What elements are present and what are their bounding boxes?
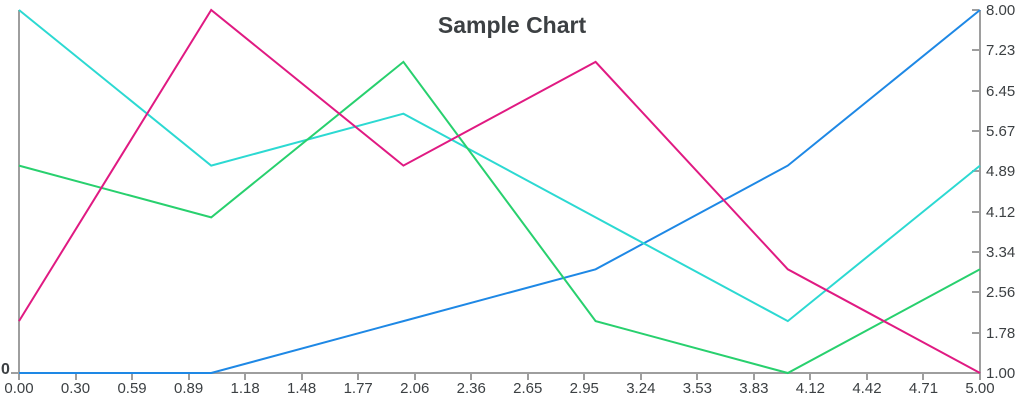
x-axis-tick-mark — [74, 374, 77, 380]
y-axis-tick-mark — [972, 372, 979, 374]
y-axis-tick-label: 8.00 — [986, 2, 1016, 19]
y-axis-tick-mark — [972, 89, 979, 92]
y-axis-tick-label: 6.45 — [986, 82, 1016, 100]
y-axis-left-tick — [11, 372, 18, 374]
x-axis-tick-label: 1.18 — [230, 380, 260, 397]
x-axis-tick-label: 5.00 — [965, 380, 995, 397]
x-axis-tick-mark — [131, 374, 134, 380]
x-axis-tick-mark — [300, 374, 303, 380]
y-axis-tick-mark — [972, 251, 979, 253]
chart-title: Sample Chart — [437, 12, 587, 38]
x-axis-tick-mark — [526, 374, 529, 380]
series-pink-line — [18, 8, 981, 374]
x-axis-tick-mark — [922, 374, 925, 380]
y-axis-tick-label: 7.23 — [986, 42, 1016, 60]
x-axis-tick-mark — [583, 374, 586, 380]
y-axis-tick-mark — [972, 291, 979, 294]
y-axis-tick-mark — [972, 130, 979, 132]
y-axis-tick-mark — [972, 9, 979, 11]
x-axis-tick-label: 3.83 — [739, 380, 769, 397]
y-axis-tick-mark — [972, 49, 979, 52]
x-axis-tick-mark — [413, 374, 416, 380]
x-axis-tick-label: 4.12 — [795, 380, 826, 397]
x-axis-tick-label: 0.59 — [117, 380, 147, 397]
y-axis-tick-label: 4.12 — [986, 203, 1016, 221]
y-axis-tick-mark — [972, 331, 979, 334]
y-axis-tick-mark — [972, 210, 979, 213]
y-axis-right-line — [979, 10, 981, 378]
x-axis-tick-mark — [696, 374, 699, 380]
x-axis-tick-mark — [979, 374, 981, 380]
x-axis-tick-label: 0.30 — [60, 380, 91, 397]
x-axis-tick-label: 2.06 — [400, 380, 430, 397]
y-axis-tick-label: 5.67 — [986, 123, 1016, 140]
x-axis-tick-label: 2.95 — [569, 380, 599, 397]
x-axis-tick-label: 2.36 — [456, 380, 486, 397]
x-axis-tick-label: 3.24 — [626, 380, 656, 397]
y-axis-tick-label: 1.78 — [986, 324, 1016, 342]
x-axis-tick-mark — [187, 374, 190, 380]
x-axis-tick-label: 4.71 — [908, 380, 939, 397]
x-axis-tick-mark — [809, 374, 812, 380]
x-axis-tick-label: 0.00 — [4, 380, 34, 397]
x-axis-tick-mark — [865, 374, 868, 380]
x-axis-line — [18, 372, 981, 374]
y-axis-tick-label: 1.00 — [986, 365, 1016, 382]
x-axis-tick-label: 4.42 — [852, 380, 882, 397]
x-axis-tick-label: 2.65 — [513, 380, 543, 397]
x-axis-tick-mark — [752, 374, 755, 380]
x-axis-tick-label: 1.48 — [287, 380, 317, 397]
series-green-line — [18, 60, 981, 375]
y-axis-left-line — [18, 10, 20, 374]
y-axis-tick-mark — [972, 170, 979, 173]
series-cyan-line — [18, 9, 981, 323]
x-axis-tick-mark — [244, 374, 247, 380]
y-axis-tick-label: 4.89 — [986, 163, 1016, 181]
x-axis-tick-label: 0.89 — [173, 380, 204, 397]
series-blue-line — [19, 9, 981, 374]
y-axis-tick-label: 2.56 — [986, 284, 1016, 302]
y-axis-tick-label: 3.34 — [986, 244, 1016, 261]
y-axis-left-clipped-label: 0 — [1, 361, 10, 378]
x-axis-tick-mark — [18, 374, 20, 380]
x-axis-tick-label: 1.77 — [343, 380, 373, 397]
x-axis-tick-mark — [470, 374, 473, 380]
x-axis-tick-label: 3.53 — [682, 380, 712, 397]
x-axis-tick-mark — [639, 374, 642, 380]
x-axis-tick-mark — [357, 374, 360, 380]
